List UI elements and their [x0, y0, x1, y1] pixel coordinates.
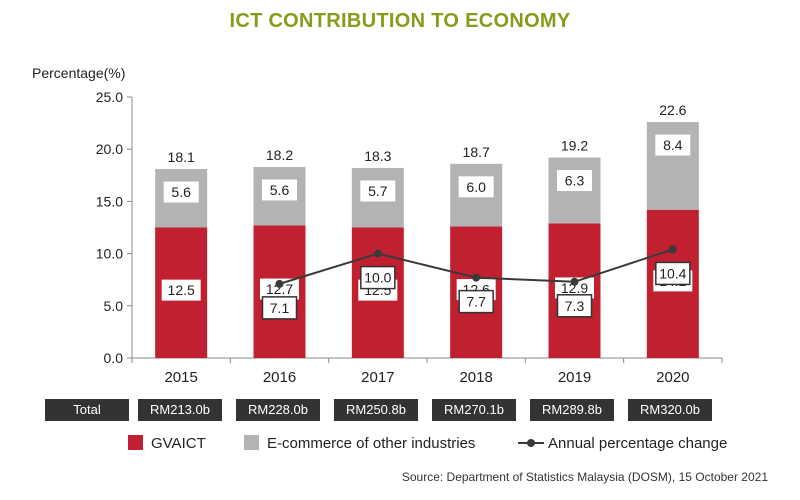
- legend: GVAICT E-commerce of other industries An…: [0, 435, 800, 455]
- y-tick-label: 0.0: [104, 350, 124, 366]
- data-label-gvaict-2016: 12.7: [266, 281, 293, 297]
- line-point-2016: [275, 279, 284, 288]
- data-label-gvaict-2015: 12.5: [168, 282, 195, 298]
- data-label-ecommerce-2016-box: [262, 179, 297, 201]
- chart-title: ICT CONTRIBUTION TO ECONOMY: [229, 10, 571, 32]
- legend-line-key-icon: [518, 435, 544, 450]
- totals-row: Total RM213.0b RM228.0b RM250.8b RM270.1…: [0, 399, 800, 423]
- data-label-ecommerce-2017: 5.7: [368, 183, 388, 199]
- legend-label-gvaict: GVAICT: [151, 435, 206, 452]
- y-tick-label: 10.0: [96, 246, 123, 262]
- x-tick-label-2017: 2017: [361, 369, 394, 386]
- line-label-2019: 7.3: [565, 298, 585, 314]
- legend-item-ecommerce: E-commerce of other industries: [244, 435, 475, 452]
- x-tick-label-2019: 2019: [558, 369, 591, 386]
- data-label-total-2016: 18.2: [266, 147, 293, 163]
- x-tick-label-2018: 2018: [459, 369, 492, 386]
- data-label-ecommerce-2016: 5.6: [270, 182, 290, 198]
- total-cell-2016: RM228.0b: [236, 399, 320, 421]
- data-label-total-2017: 18.3: [364, 148, 391, 164]
- total-cell-2018: RM270.1b: [432, 399, 516, 421]
- line-label-2017: 10.0: [364, 270, 391, 286]
- data-label-ecommerce-2020: 8.4: [663, 137, 683, 153]
- line-label-2016: 7.1: [270, 300, 290, 316]
- y-tick-label: 20.0: [96, 141, 123, 157]
- line-point-2017: [373, 249, 382, 258]
- total-cell-2017: RM250.8b: [334, 399, 418, 421]
- data-label-total-2020: 22.6: [659, 102, 686, 118]
- legend-label-line: Annual percentage change: [548, 435, 728, 452]
- totals-row-label: Total: [45, 399, 129, 421]
- legend-item-line: Annual percentage change: [518, 435, 727, 452]
- chart-plot: Percentage(%) 0.0 5.0 10.0 15.0 20.0 25.0 12.5 5…: [32, 65, 723, 386]
- line-label-box-2020: [655, 261, 691, 286]
- data-label-ecommerce-2019: 6.3: [565, 173, 585, 189]
- legend-label-ecommerce: E-commerce of other industries: [267, 435, 476, 452]
- data-label-ecommerce-2020-box: [655, 134, 691, 156]
- data-label-ecommerce-2015: 5.6: [171, 184, 191, 200]
- data-label-gvaict-2015-box: [161, 279, 201, 301]
- y-tick-label: 5.0: [104, 298, 124, 314]
- data-label-total-2019: 19.2: [561, 138, 588, 154]
- total-cell-2019: RM289.8b: [530, 399, 614, 421]
- x-tick-label-2016: 2016: [263, 369, 296, 386]
- data-label-total-2018: 18.7: [463, 144, 490, 160]
- y-tick-label: 25.0: [96, 89, 123, 105]
- y-axis-label: Percentage(%): [32, 65, 125, 81]
- line-label-box-2017: [360, 265, 396, 290]
- line-label-2018: 7.7: [466, 294, 486, 310]
- data-label-ecommerce-2018-box: [458, 176, 494, 198]
- legend-swatch-ecommerce: [244, 435, 259, 450]
- total-cell-2015: RM213.0b: [138, 399, 222, 421]
- line-point-2018: [472, 273, 481, 282]
- data-label-ecommerce-2018: 6.0: [466, 179, 486, 195]
- line-label-box-2019: [556, 294, 593, 318]
- x-tick-label-2020: 2020: [656, 369, 689, 386]
- line-point-2020: [668, 245, 677, 254]
- source-note: Source: Department of Statistics Malaysi…: [401, 470, 768, 484]
- data-label-ecommerce-2015-box: [163, 181, 199, 203]
- legend-item-gvaict: GVAICT: [128, 435, 206, 452]
- legend-swatch-gvaict: [128, 435, 143, 450]
- line-label-2020: 10.4: [659, 265, 686, 281]
- line-label-box-2016: [261, 296, 298, 320]
- line-point-2019: [570, 277, 579, 286]
- total-cell-2020: RM320.0b: [628, 399, 712, 421]
- line-label-box-2018: [458, 289, 494, 314]
- data-label-total-2015: 18.1: [168, 149, 195, 165]
- data-label-gvaict-2019: 12.9: [561, 280, 588, 296]
- data-label-ecommerce-2017-box: [360, 180, 396, 202]
- y-tick-label: 15.0: [96, 193, 123, 209]
- x-tick-label-2015: 2015: [164, 369, 197, 386]
- data-label-ecommerce-2019-box: [557, 170, 592, 192]
